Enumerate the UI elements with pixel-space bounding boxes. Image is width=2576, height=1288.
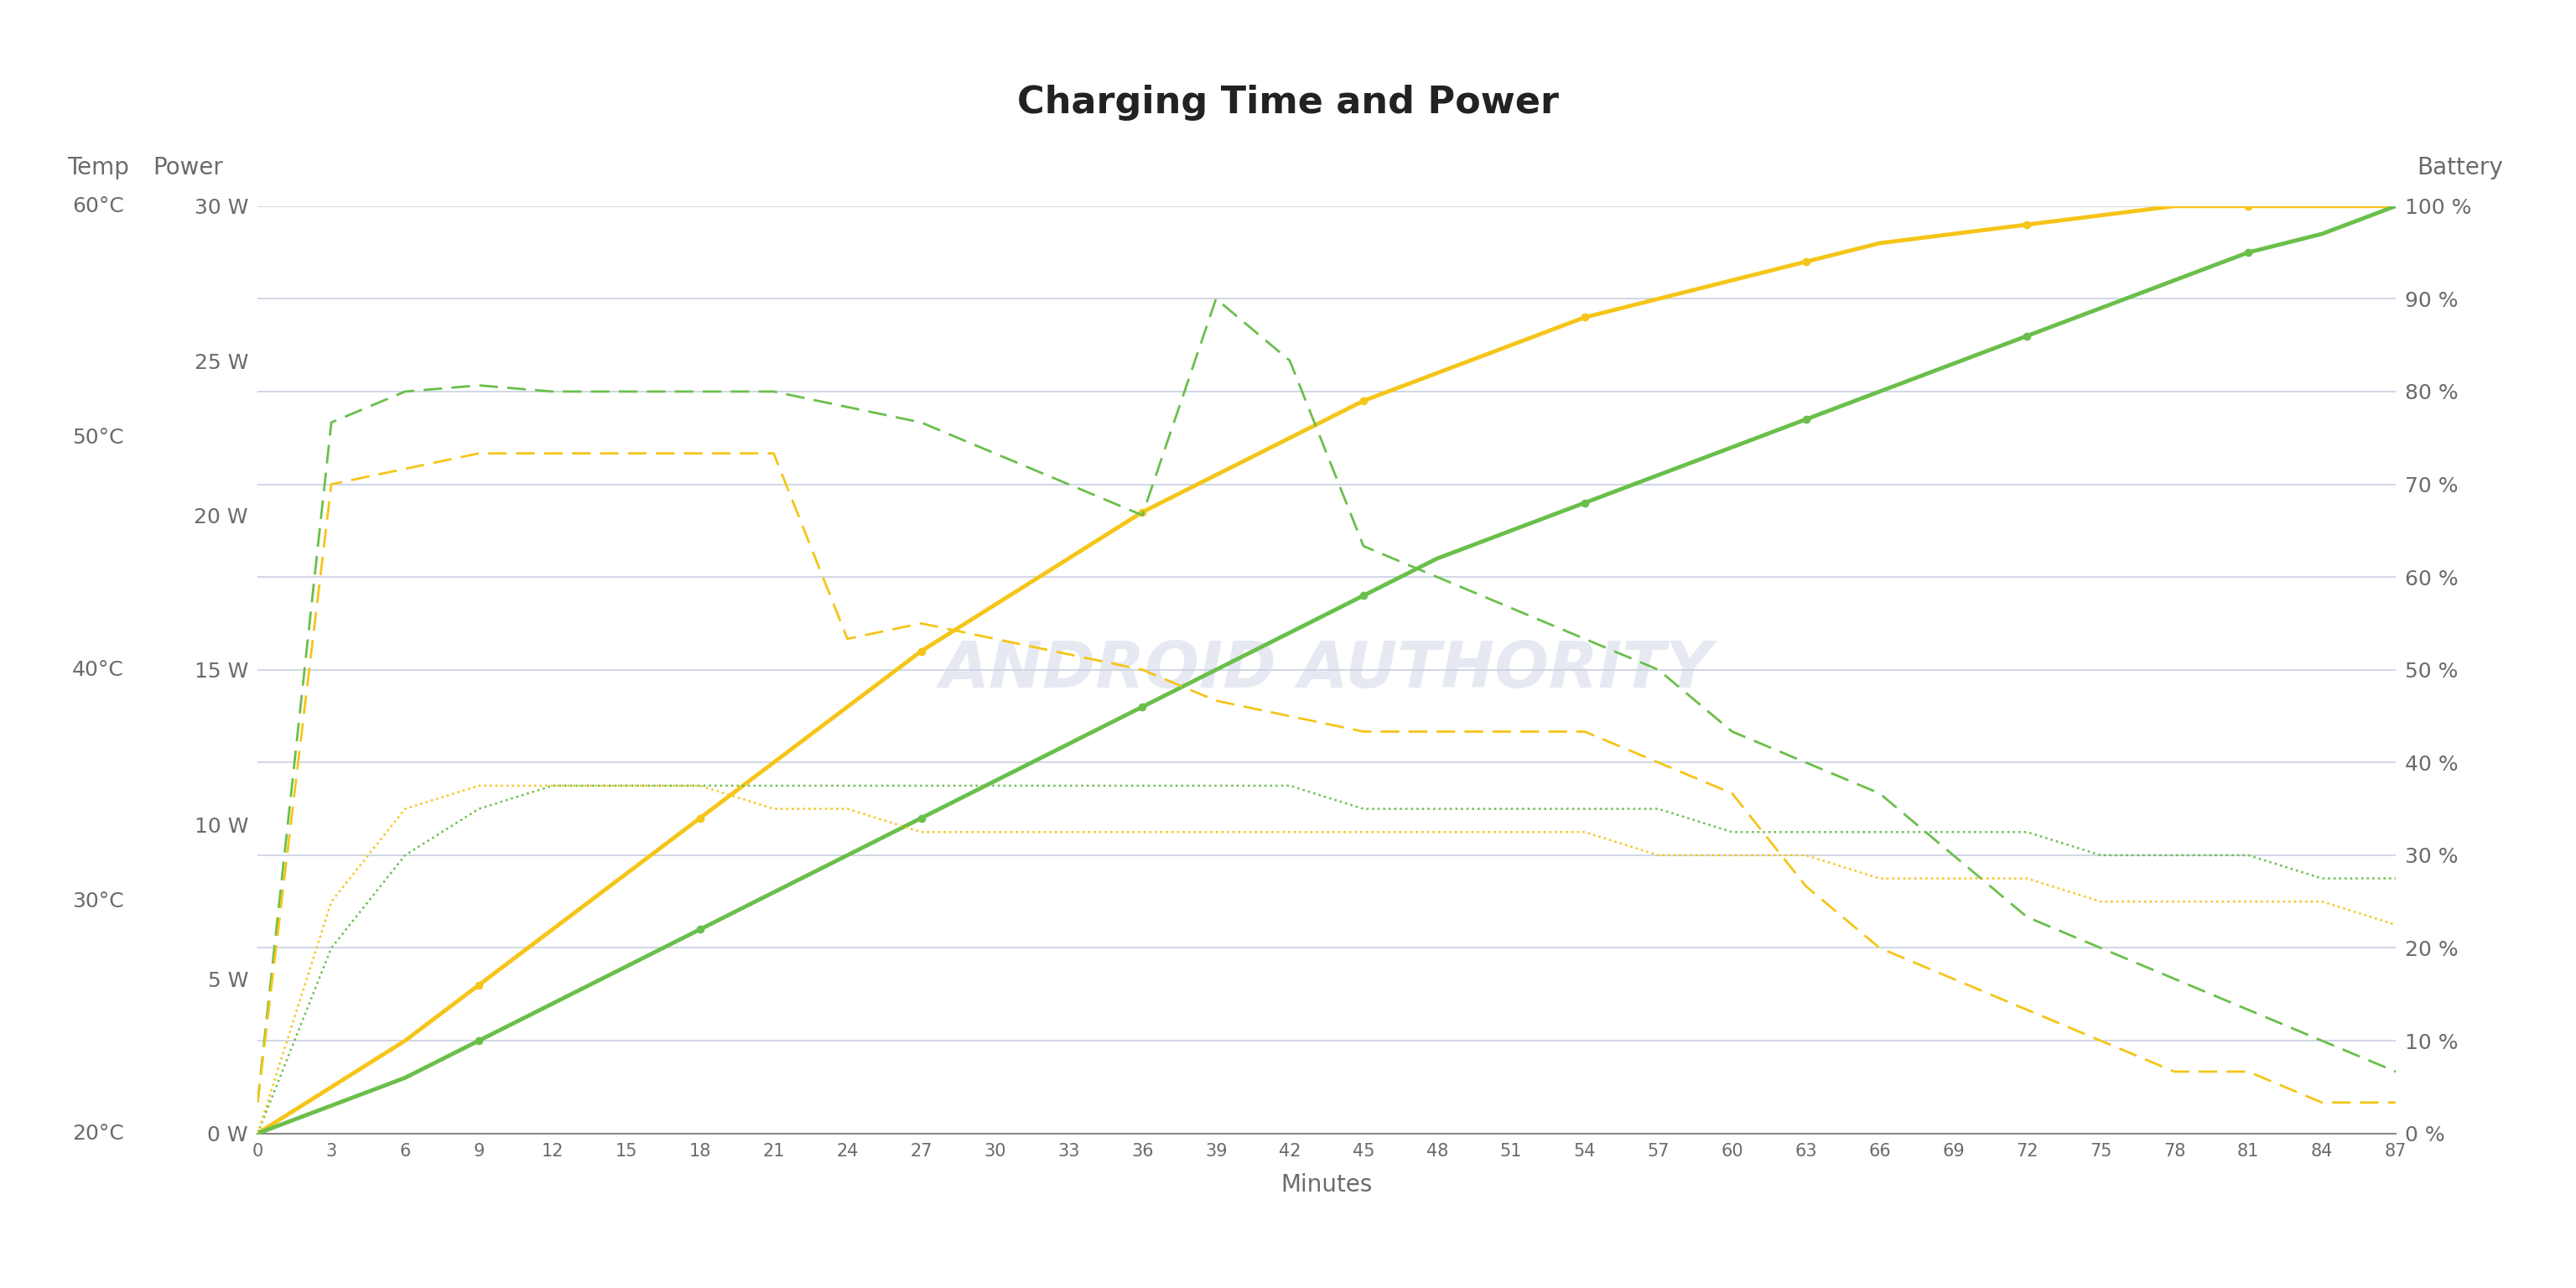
Text: 50°C: 50°C (72, 428, 124, 448)
Text: Power: Power (152, 156, 224, 179)
X-axis label: Minutes: Minutes (1280, 1173, 1373, 1197)
Text: 20°C: 20°C (72, 1123, 124, 1144)
Text: 60°C: 60°C (72, 196, 124, 216)
Text: 40°C: 40°C (72, 659, 124, 680)
Text: Charging Time and Power: Charging Time and Power (1018, 85, 1558, 121)
Text: Battery: Battery (2416, 156, 2504, 179)
Legend: Google Pixel 9, Samsung Galaxy S24 (Snapdragon): Google Pixel 9, Samsung Galaxy S24 (Snap… (850, 1280, 1803, 1288)
Text: 30°C: 30°C (72, 891, 124, 912)
Text: ANDROID AUTHORITY: ANDROID AUTHORITY (940, 639, 1713, 701)
Text: Temp: Temp (67, 156, 129, 179)
